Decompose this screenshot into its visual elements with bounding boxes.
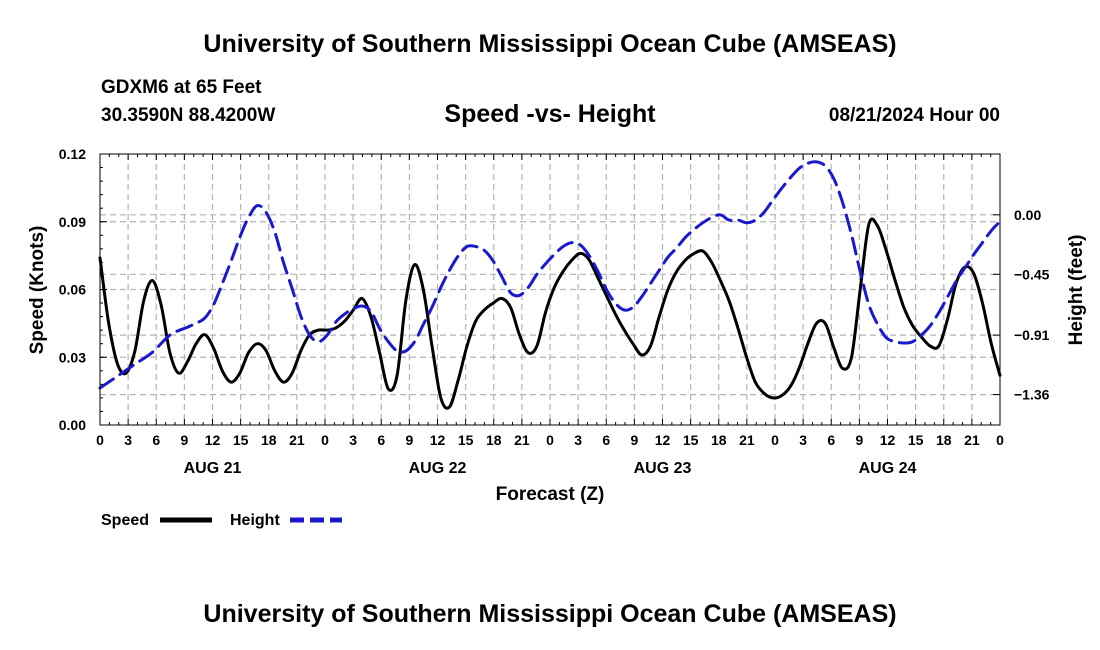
chart-title: Speed -vs- Height (444, 100, 656, 128)
x-tick-label: 0 (546, 432, 554, 448)
x-tick-label: 6 (152, 432, 160, 448)
x-tick-label: 15 (683, 432, 699, 448)
x-tick-label: 12 (655, 432, 671, 448)
x-tick-label: 9 (180, 432, 188, 448)
x-tick-label: 21 (514, 432, 530, 448)
x-tick-label: 3 (574, 432, 582, 448)
x-tick-label: 3 (799, 432, 807, 448)
legend: Speed Height (101, 512, 342, 529)
legend-label-speed: Speed (101, 512, 149, 529)
x-tick-label: 9 (630, 432, 638, 448)
height-line (98, 160, 1002, 390)
day-label: AUG 24 (859, 460, 917, 477)
y-left-tick-label: 0.06 (59, 282, 86, 298)
x-tick-label: 0 (771, 432, 779, 448)
station-coordinates: 30.3590N 88.4200W (101, 105, 276, 126)
x-tick-label: 21 (964, 432, 980, 448)
x-tick-label: 3 (124, 432, 132, 448)
x-tick-label: 6 (602, 432, 610, 448)
y-right-tick-label: −0.45 (1014, 266, 1050, 282)
series-layer (98, 160, 1002, 410)
footer-title: University of Southern Mississippi Ocean… (203, 600, 897, 628)
x-tick-label: 0 (96, 432, 104, 448)
day-label: AUG 21 (184, 460, 242, 477)
x-tick-label: 18 (936, 432, 952, 448)
axes: 0 3 6 9 12 15 18 21 0 3 6 9 12 15 18 21 0 3 6 9 12 15 18 21 0 3 6 9… (59, 146, 1050, 477)
x-axis-label: Forecast (Z) (496, 484, 605, 505)
x-tick-label: 6 (377, 432, 385, 448)
y-left-tick-label: 0.03 (59, 349, 86, 365)
y-axis-right-label: Height (feet) (1066, 235, 1087, 346)
station-name: GDXM6 at 65 Feet (101, 77, 262, 98)
x-tick-label: 0 (996, 432, 1004, 448)
x-tick-label: 15 (458, 432, 474, 448)
x-tick-label: 18 (261, 432, 277, 448)
x-tick-label: 18 (486, 432, 502, 448)
y-axis-left-label: Speed (Knots) (27, 226, 48, 355)
day-label: AUG 22 (409, 460, 467, 477)
day-label: AUG 23 (634, 460, 692, 477)
x-tick-label: 3 (349, 432, 357, 448)
x-tick-label: 12 (430, 432, 446, 448)
y-left-tick-label: 0.09 (59, 214, 86, 230)
x-tick-label: 21 (739, 432, 755, 448)
x-tick-label: 18 (711, 432, 727, 448)
forecast-date: 08/21/2024 Hour 00 (828, 105, 1000, 126)
y-right-tick-label: −1.36 (1014, 387, 1050, 403)
main-title: University of Southern Mississippi Ocean… (203, 30, 897, 58)
y-left-tick-label: 0.00 (59, 417, 86, 433)
y-right-tick-label: −0.91 (1014, 327, 1050, 343)
x-tick-label: 9 (405, 432, 413, 448)
y-left-tick-label: 0.12 (59, 146, 86, 162)
x-tick-label: 12 (205, 432, 221, 448)
speed-line (98, 217, 1002, 410)
x-tick-label: 0 (321, 432, 329, 448)
x-tick-label: 9 (855, 432, 863, 448)
legend-label-height: Height (230, 512, 280, 529)
x-tick-label: 12 (880, 432, 896, 448)
x-tick-label: 21 (289, 432, 305, 448)
y-right-tick-label: 0.00 (1014, 207, 1041, 223)
x-tick-label: 15 (233, 432, 249, 448)
x-tick-label: 6 (827, 432, 835, 448)
x-tick-label: 15 (908, 432, 924, 448)
